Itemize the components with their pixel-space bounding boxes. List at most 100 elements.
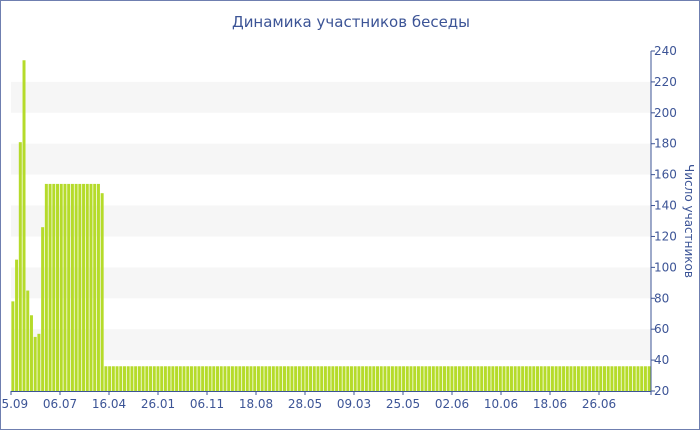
bar — [245, 366, 249, 391]
bar — [509, 366, 513, 391]
bar — [249, 366, 253, 391]
grid-band — [11, 205, 651, 237]
bar — [82, 183, 86, 391]
bar — [193, 366, 197, 391]
bar — [416, 366, 420, 391]
grid-band — [11, 267, 651, 299]
y-axis-label: Число участников — [682, 164, 696, 278]
bar — [178, 366, 182, 391]
bar — [536, 366, 539, 391]
x-tick-label: 25.09 — [1, 397, 28, 411]
x-tick-label: 26.01 — [141, 397, 175, 411]
y-tick-label: 80 — [654, 291, 669, 305]
bar — [584, 366, 588, 391]
bar — [491, 366, 495, 391]
x-tick-label: 10.06 — [484, 397, 518, 411]
grid-band — [11, 81, 651, 113]
bar — [137, 366, 141, 391]
bar — [297, 366, 301, 391]
bar — [33, 336, 37, 391]
bar — [461, 366, 465, 391]
bar — [573, 366, 577, 391]
y-tick-labels: 20 40 60 80 100 120 140 160 180 200 220 240 — [651, 44, 677, 398]
bar — [506, 366, 510, 391]
bar — [562, 366, 566, 391]
bar — [123, 366, 126, 391]
bar — [301, 366, 305, 391]
bar — [521, 366, 525, 391]
x-tick-label: 09.03 — [337, 397, 371, 411]
bar — [212, 366, 216, 391]
bar — [327, 366, 331, 391]
y-tick-label: 60 — [654, 322, 669, 336]
bar — [283, 366, 286, 391]
bar — [96, 183, 100, 391]
bar — [465, 366, 469, 391]
bar — [44, 183, 48, 391]
bar — [29, 315, 33, 391]
bar — [335, 366, 339, 391]
bar — [331, 366, 335, 391]
bar — [443, 366, 446, 391]
bar — [472, 366, 476, 391]
bar — [524, 366, 528, 391]
bar — [260, 366, 264, 391]
bar — [227, 366, 231, 391]
bar — [167, 366, 171, 391]
bar — [223, 366, 227, 391]
bar — [18, 142, 22, 391]
x-tick-label: 25.05 — [386, 397, 420, 411]
bar — [134, 366, 138, 391]
bar — [234, 366, 238, 391]
bar — [603, 366, 606, 391]
bar — [606, 366, 610, 391]
bar — [271, 366, 275, 391]
y-tick-label: 40 — [654, 353, 669, 367]
x-tick-label: 26.06 — [582, 397, 616, 411]
bar — [502, 366, 506, 391]
bar — [431, 366, 435, 391]
bar — [189, 366, 193, 391]
bar — [424, 366, 428, 391]
bar — [480, 366, 484, 391]
chart-title: Динамика участников беседы — [231, 13, 471, 31]
bar — [204, 366, 208, 391]
bar — [390, 366, 394, 391]
bar — [26, 290, 30, 391]
bar — [580, 366, 584, 391]
bar — [513, 366, 517, 391]
bar — [100, 193, 104, 391]
bar — [346, 366, 350, 391]
bar — [539, 366, 543, 391]
bar — [11, 301, 15, 391]
bar — [435, 366, 439, 391]
bar — [104, 366, 108, 391]
grid-band — [11, 329, 651, 361]
bar — [569, 366, 573, 391]
bar — [171, 366, 175, 391]
bar — [182, 366, 186, 391]
bar — [15, 259, 19, 391]
bar — [201, 366, 205, 391]
x-tick-label: 16.04 — [92, 397, 126, 411]
bar — [617, 366, 621, 391]
y-tick-label: 220 — [654, 75, 677, 89]
bar — [268, 366, 272, 391]
bar — [294, 366, 298, 391]
grid-band — [11, 143, 651, 175]
bar — [163, 366, 167, 391]
bar — [361, 366, 365, 391]
bar — [22, 60, 26, 392]
bar — [342, 366, 346, 391]
bar — [230, 366, 234, 391]
bar — [115, 366, 119, 391]
bar — [364, 366, 368, 391]
bar — [640, 366, 644, 391]
bar — [126, 366, 130, 391]
bar — [316, 366, 320, 391]
bar — [78, 183, 82, 391]
bar — [636, 366, 640, 391]
bar — [119, 366, 123, 391]
bar — [197, 366, 201, 391]
